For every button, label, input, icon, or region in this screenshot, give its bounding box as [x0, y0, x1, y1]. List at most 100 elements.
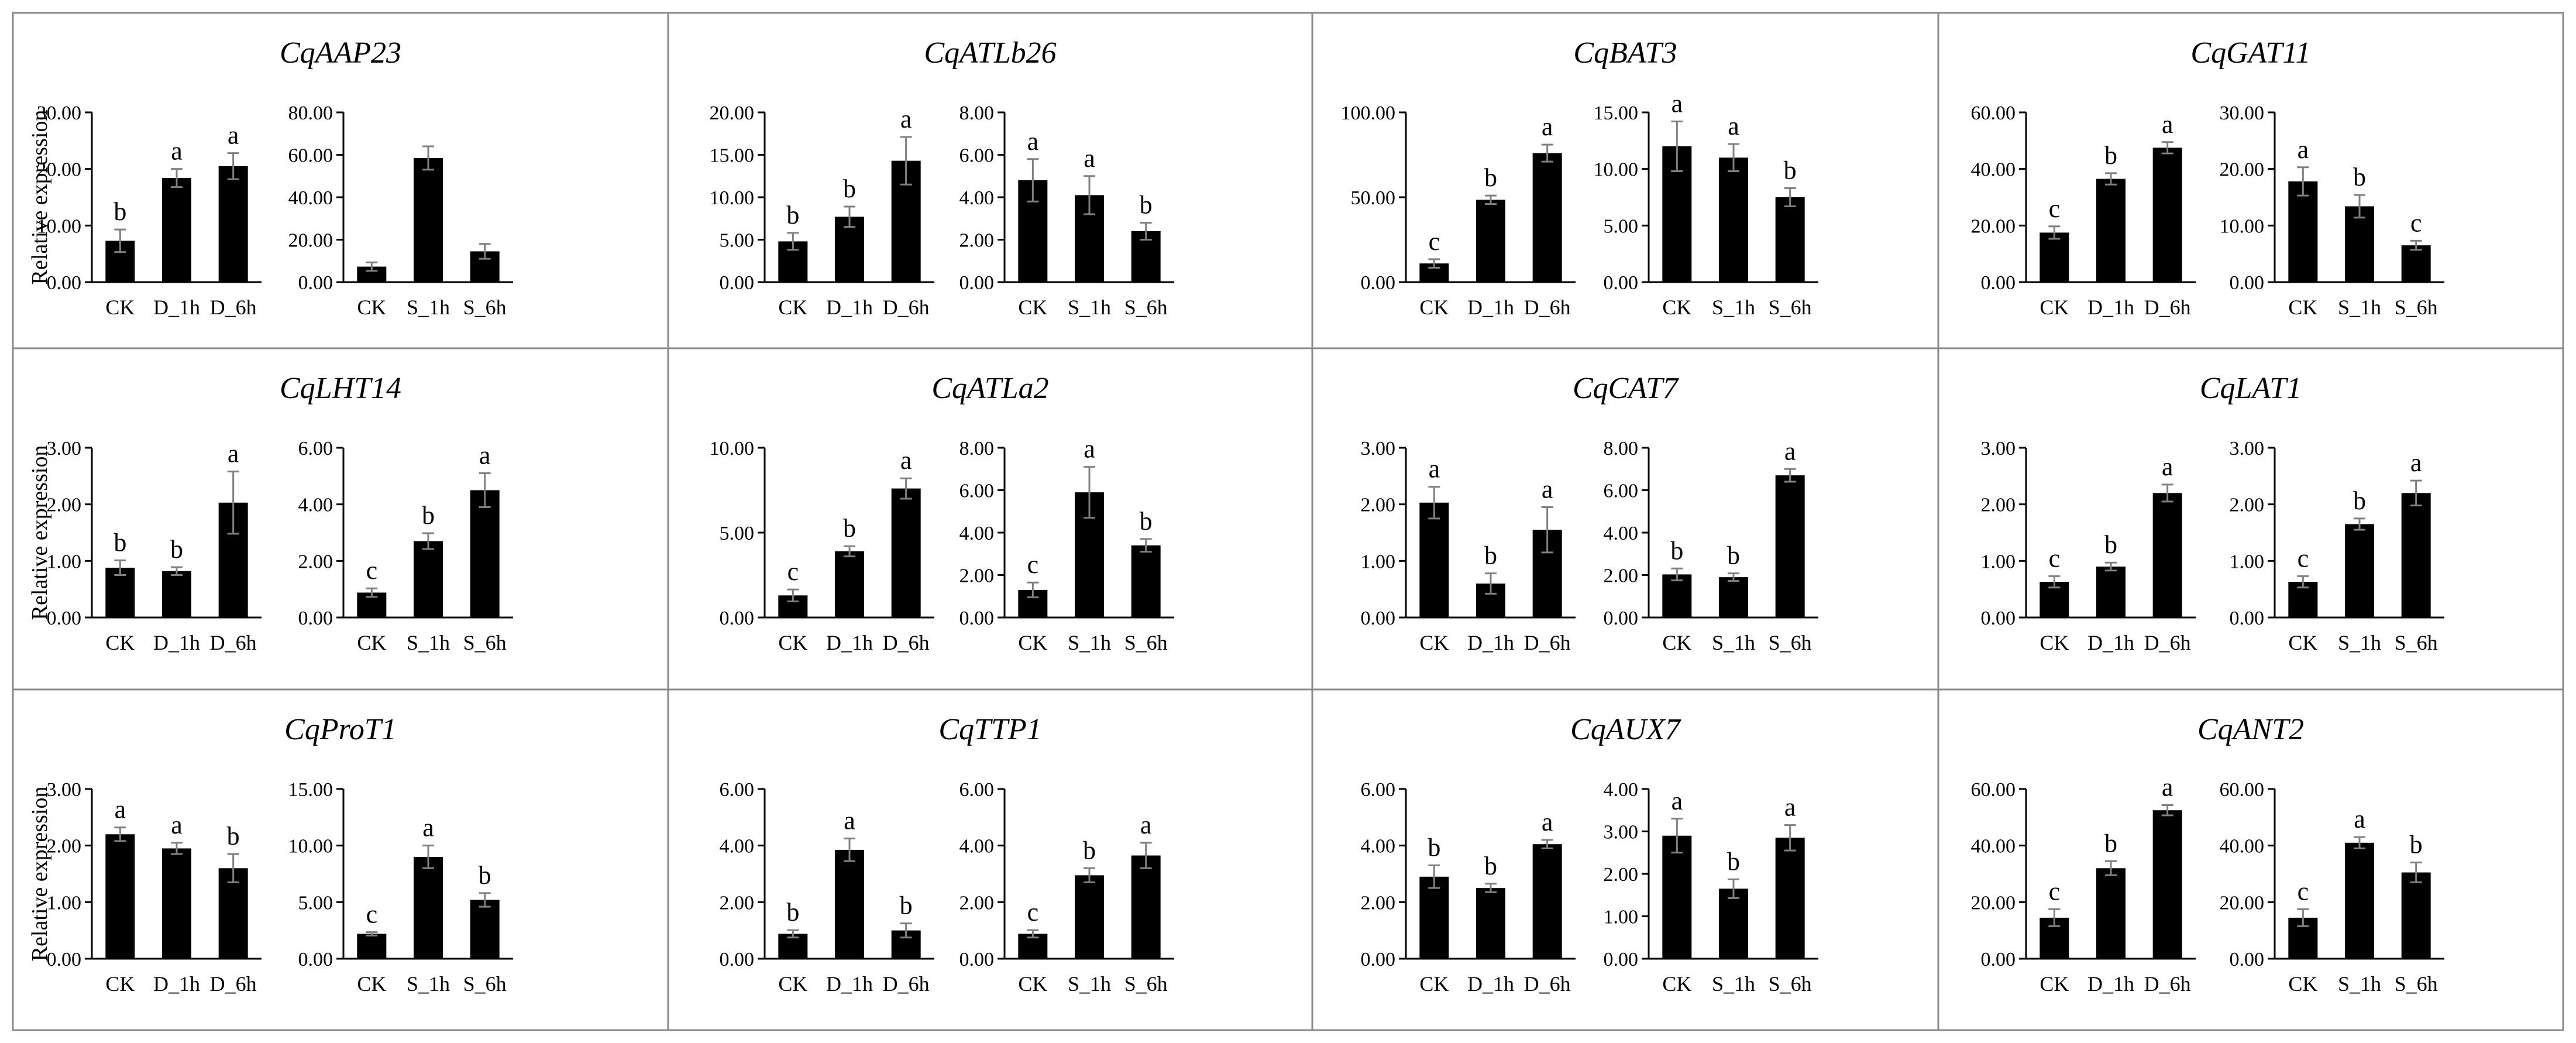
significance-letter: a — [1429, 455, 1440, 483]
gene-title: CqGAT11 — [2190, 36, 2310, 70]
y-tick-label: 4.00 — [1361, 836, 1396, 857]
significance-letter: a — [1784, 793, 1796, 822]
bar-CK — [2040, 232, 2069, 282]
gene-panel-CqBAT3: CqBAT3 0.00 50.00 100.00 c CK b D_1h a D_6h 0.00 5.… — [1341, 36, 1818, 319]
y-tick-label: 0.00 — [1604, 608, 1639, 629]
bar-D_1h — [2096, 179, 2126, 282]
gene-title: CqANT2 — [2197, 713, 2304, 746]
significance-letter: b — [900, 891, 913, 920]
y-tick-label: 0.00 — [47, 608, 82, 629]
y-tick-label: 2.00 — [720, 892, 755, 914]
subchart-drought: 0.00 2.00 4.00 6.00 b CK b D_1h a D_6h — [1361, 779, 1576, 996]
subchart-drought: 0.00 20.00 40.00 60.00 c CK b D_1h a D_6h — [1971, 102, 2196, 319]
bar-S_1h — [2345, 842, 2374, 959]
subchart-drought: 0.00 1.00 2.00 3.00 a CK a D_1h b D_6h — [47, 779, 262, 996]
x-tick-label: S_6h — [1769, 631, 1812, 654]
gene-panel-CqATLb26: CqATLb26 0.00 5.00 10.00 15.00 20.00 b CK b D_1h a… — [710, 36, 1174, 319]
significance-letter: a — [1140, 811, 1152, 839]
y-tick-label: 4.00 — [959, 523, 995, 544]
y-tick-label: 4.00 — [1604, 779, 1639, 801]
bar-D_6h — [2152, 493, 2182, 617]
x-tick-label: S_6h — [2395, 972, 2438, 996]
x-tick-label: CK — [1018, 631, 1047, 654]
gene-panel-CqCAT7: CqCAT7 0.00 1.00 2.00 3.00 a CK b D_1h a D_6h 0.00 2… — [1361, 372, 1818, 654]
x-tick-label: S_1h — [1712, 296, 1755, 319]
bar-D_6h — [1532, 844, 1562, 959]
y-tick-label: 4.00 — [298, 495, 333, 516]
bar-D_6h — [891, 488, 921, 617]
y-tick-label: 6.00 — [1361, 779, 1396, 801]
x-tick-label: S_6h — [1769, 296, 1812, 319]
y-tick-label: 2.00 — [47, 495, 82, 516]
y-tick-label: 2.00 — [298, 551, 333, 572]
gene-title: CqProT1 — [284, 713, 397, 746]
bar-D_1h — [835, 551, 864, 617]
y-axis-label: Relative expression — [27, 787, 52, 962]
y-tick-label: 10.00 — [288, 836, 333, 857]
significance-letter: a — [1728, 112, 1739, 140]
y-tick-label: 40.00 — [2220, 836, 2265, 857]
significance-letter: b — [227, 822, 240, 850]
significance-letter: c — [1429, 227, 1440, 256]
bar-S_1h — [2345, 206, 2374, 282]
x-tick-label: D_1h — [826, 972, 873, 996]
x-tick-label: CK — [1018, 296, 1047, 319]
significance-letter: b — [1484, 163, 1497, 192]
x-tick-label: CK — [105, 972, 135, 996]
bar-S_1h — [1719, 157, 1748, 282]
x-tick-label: S_1h — [407, 631, 450, 654]
x-tick-label: D_6h — [210, 972, 257, 996]
y-tick-label: 2.00 — [959, 565, 995, 587]
y-tick-label: 0.00 — [959, 949, 995, 970]
y-tick-label: 0.00 — [2230, 608, 2265, 629]
bar-D_6h — [2152, 810, 2182, 959]
y-tick-label: 0.00 — [720, 272, 755, 294]
x-tick-label: D_1h — [153, 631, 200, 654]
x-tick-label: D_6h — [210, 631, 257, 654]
significance-letter: b — [170, 535, 183, 564]
significance-letter: c — [2049, 544, 2061, 572]
bar-S_6h — [1131, 855, 1161, 959]
significance-letter: b — [843, 174, 856, 203]
subchart-salt: 0.00 2.00 4.00 6.00 8.00 c CK a S_1h b S_6h — [959, 435, 1174, 654]
y-tick-label: 0.00 — [1981, 949, 2016, 970]
significance-letter: b — [1140, 507, 1153, 536]
y-tick-label: 8.00 — [959, 102, 995, 124]
x-tick-label: CK — [778, 631, 807, 654]
y-tick-label: 8.00 — [1604, 438, 1639, 459]
significance-letter: b — [1484, 541, 1497, 570]
x-tick-label: CK — [1662, 972, 1691, 996]
x-tick-label: D_6h — [883, 631, 930, 654]
significance-letter: a — [1784, 437, 1796, 465]
y-tick-label: 1.00 — [1981, 551, 2016, 572]
subchart-drought: 0.00 1.00 2.00 3.00 c CK b D_1h a D_6h — [1981, 438, 2196, 654]
y-tick-label: 0.00 — [47, 272, 82, 294]
subchart-drought: 0.00 2.00 4.00 6.00 b CK a D_1h b D_6h — [720, 779, 934, 996]
gene-panel-CqATLa2: CqATLa2 0.00 5.00 10.00 c CK b D_1h a D_6h 0.00 2.0… — [710, 372, 1174, 654]
y-tick-label: 4.00 — [1604, 523, 1639, 544]
y-tick-label: 2.00 — [1361, 892, 1396, 914]
significance-letter: b — [843, 514, 856, 543]
y-tick-label: 0.00 — [1981, 272, 2016, 294]
y-tick-label: 6.00 — [298, 438, 333, 459]
significance-letter: b — [1670, 536, 1683, 565]
x-tick-label: CK — [778, 296, 807, 319]
significance-letter: b — [2104, 141, 2117, 170]
subchart-salt: 0.00 5.00 10.00 15.00 a CK a S_1h b S_6h — [1594, 89, 1818, 319]
x-tick-label: CK — [1419, 296, 1449, 319]
x-tick-label: CK — [1419, 631, 1449, 654]
x-tick-label: CK — [1662, 296, 1691, 319]
bar-S_1h — [1719, 888, 1748, 959]
bar-S_1h — [1075, 875, 1104, 959]
bar-D_6h — [218, 868, 248, 959]
bar-D_1h — [835, 849, 864, 959]
y-tick-label: 0.00 — [959, 608, 995, 629]
y-tick-label: 2.00 — [47, 836, 82, 857]
x-tick-label: S_1h — [1712, 972, 1755, 996]
y-tick-label: 3.00 — [2230, 438, 2265, 459]
significance-letter: a — [422, 814, 434, 842]
y-tick-label: 10.00 — [1594, 159, 1639, 181]
x-tick-label: CK — [2040, 631, 2069, 654]
x-tick-label: CK — [357, 631, 386, 654]
significance-letter: a — [1542, 808, 1553, 836]
